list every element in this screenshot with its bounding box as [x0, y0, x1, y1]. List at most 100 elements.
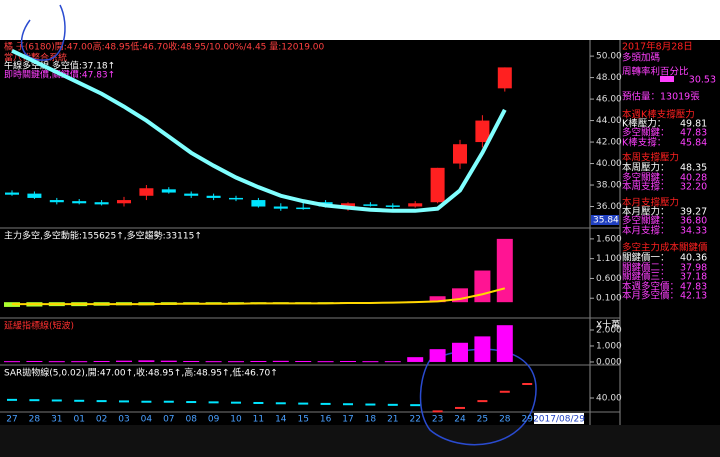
candle-body [341, 203, 355, 207]
date-label: 22 [409, 415, 420, 425]
trend-line [11, 48, 507, 213]
y-tick-label: 46.00 [596, 95, 622, 105]
side-value: 42.13 [680, 291, 707, 302]
bar [452, 342, 468, 362]
side-label: K棒支撐： [622, 137, 666, 149]
side-label: 本周支撐： [622, 181, 670, 193]
side-value: 39.27 [680, 207, 707, 218]
side-value: 45.84 [680, 138, 707, 149]
date-label: 01 [73, 415, 84, 425]
bar [183, 361, 200, 363]
side-label: 2017年8月28日 [622, 41, 693, 53]
side-label: 本月支撐壓力 [622, 197, 679, 209]
candle-body [363, 204, 378, 206]
bar [317, 361, 334, 363]
date-label: 08 [185, 415, 197, 425]
date-label: 03 [118, 415, 129, 425]
y-tick-label: 42.00 [596, 138, 622, 148]
date-label: 09 [208, 415, 220, 425]
trend-line [12, 287, 506, 306]
candle-body [161, 189, 176, 193]
header-line: 午線多空線,多空值:37.18↑ [4, 60, 115, 72]
y-tick-label: 1.000 [596, 341, 622, 351]
date-label: 23 [432, 415, 443, 425]
date-label: 07 [163, 415, 174, 425]
side-label: 多頭加碼 [622, 52, 660, 64]
candle-body [94, 202, 109, 205]
y-tick-label: 48.00 [596, 73, 622, 83]
side-label: 本周支撐壓力 [622, 152, 679, 164]
side-value: 48.35 [680, 163, 707, 174]
side-label: 本月壓力： [622, 206, 670, 218]
bar [250, 361, 267, 363]
bar [474, 336, 491, 362]
date-label: 11 [253, 415, 264, 425]
bar [429, 296, 446, 303]
side-value: 36.80 [680, 216, 707, 227]
side-label: 多空關鍵： [622, 172, 670, 184]
candle-body [206, 195, 221, 198]
candle-body [453, 144, 467, 164]
side-label: 多空關鍵： [622, 127, 670, 139]
unit-label: X十萬 [596, 319, 620, 331]
y-tick-label: 2.000 [596, 325, 622, 335]
axis-note-box [591, 215, 619, 225]
side-label: 本月多空價： [622, 290, 679, 302]
bar [272, 360, 289, 362]
background [0, 40, 720, 457]
y-tick-label: 0.000 [596, 357, 622, 367]
candle-body [475, 120, 490, 143]
status-bar [0, 425, 720, 457]
hand-annotation [419, 348, 537, 446]
date-label: 31 [51, 415, 62, 425]
date-label: 18 [365, 415, 377, 425]
candle-body [184, 193, 199, 196]
candle-body [273, 206, 288, 209]
candle-body [430, 167, 445, 203]
quote: 橘 子(6180)開:47.00高:48.95低:46.70收:48.95/10… [4, 41, 325, 53]
side-value: 40.36 [680, 253, 707, 264]
bar [362, 361, 379, 363]
candle-body [385, 205, 400, 207]
separators [0, 227, 620, 413]
date-label: 10 [230, 415, 242, 425]
y-tick-label: 50.00 [596, 52, 622, 62]
side-label: 多空關鍵： [622, 215, 670, 227]
bar [228, 361, 244, 363]
bar [205, 361, 222, 363]
date-label: 02 [96, 415, 107, 425]
bar [340, 361, 356, 363]
side-value: 47.83 [680, 282, 707, 293]
side-label: 多空主力成本關鍵價 [622, 242, 708, 254]
date-label: 28 [29, 415, 41, 425]
y-tick-label: 38.00 [596, 181, 622, 191]
y-tick-label: 1.600 [596, 234, 622, 244]
side-label: K棒壓力： [622, 118, 666, 130]
side-value: 30.53 [689, 75, 716, 86]
candle-body [229, 197, 243, 200]
date-label: 14 [275, 415, 287, 425]
candle-body [296, 207, 311, 210]
side-label: 本周壓力： [622, 162, 670, 174]
candle-body [497, 67, 512, 89]
date-label: 04 [141, 415, 153, 425]
date-label: 17 [342, 415, 353, 425]
side-value: 40.28 [680, 173, 707, 184]
bar [48, 361, 65, 363]
side-label: 本週多空價： [622, 281, 679, 293]
y-tick-label: 40.00 [596, 393, 622, 403]
date-label: 27 [6, 415, 17, 425]
side-value: 34.33 [680, 226, 707, 237]
date-label: 21 [387, 415, 398, 425]
panel-title: 主力多空,多空動能:155625↑,多空趨勢:33115↑ [4, 230, 202, 242]
date-label: 15 [297, 415, 308, 425]
bar [93, 361, 110, 363]
date-box [534, 413, 584, 424]
side-label: 關鍵價一： [622, 252, 670, 264]
side-bar [660, 76, 674, 82]
candle-body [251, 200, 266, 207]
bar [429, 349, 446, 362]
side-value: 47.83 [680, 128, 707, 139]
